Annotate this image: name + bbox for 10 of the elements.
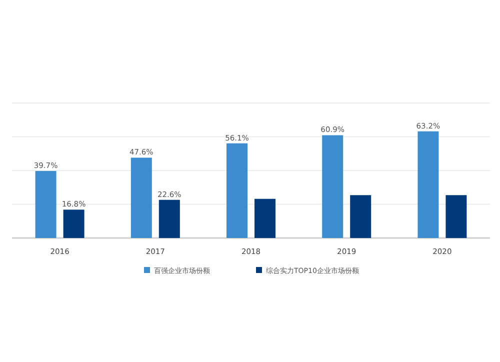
bar [322,135,344,238]
bar [350,195,372,238]
bar [254,198,276,238]
bar [158,200,180,238]
bar [446,195,467,238]
bar [35,171,56,238]
bar [418,131,439,238]
bar [130,158,152,238]
bar [226,143,248,238]
bar [63,210,84,238]
